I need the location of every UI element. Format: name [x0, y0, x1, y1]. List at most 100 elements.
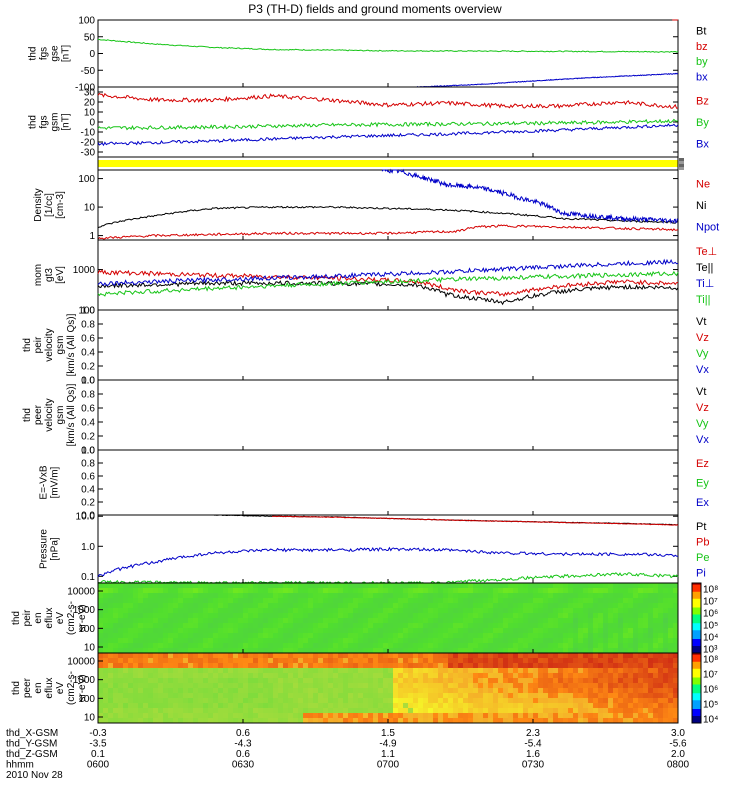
spectrogram-cell — [383, 718, 389, 724]
spectrogram-cell — [228, 673, 234, 679]
spectrogram-cell — [223, 698, 229, 704]
spectrogram-cell — [103, 688, 109, 694]
spectrogram-cell — [603, 683, 609, 689]
spectrogram-cell — [123, 698, 129, 704]
spectrogram-cell — [198, 703, 204, 709]
spectrogram-cell — [358, 688, 364, 694]
spectrogram-cell — [238, 713, 244, 719]
spectrogram-cell — [638, 653, 644, 659]
spectrogram-cell — [518, 648, 524, 654]
spectrogram-cell — [508, 693, 514, 699]
legend-entry: Vt — [696, 316, 706, 328]
spectrogram-cell — [278, 673, 284, 679]
spectrogram-cell — [443, 673, 449, 679]
colorbar-step — [692, 588, 701, 591]
spectrogram-cell — [398, 713, 404, 719]
spectrogram-cell — [473, 718, 479, 724]
spectrogram-cell — [378, 698, 384, 704]
spectrogram-cell — [408, 673, 414, 679]
spectrogram-cell — [558, 673, 564, 679]
spectrogram-cell — [498, 678, 504, 684]
spectrogram-cell — [413, 668, 419, 674]
spectrogram-cell — [313, 588, 319, 594]
y-axis-label: thd — [11, 611, 22, 625]
spectrogram-cell — [203, 583, 209, 589]
spectrogram-cell — [523, 598, 529, 604]
spectrogram-cell — [538, 663, 544, 669]
spectrogram-cell — [198, 623, 204, 629]
spectrogram-cell — [623, 673, 629, 679]
spectrogram-cell — [388, 588, 394, 594]
spectrogram-cell — [388, 633, 394, 639]
spectrogram-cell — [468, 698, 474, 704]
spectrogram-cell — [423, 698, 429, 704]
spectrogram-cell — [333, 633, 339, 639]
spectrogram-cell — [553, 678, 559, 684]
spectrogram-cell — [168, 638, 174, 644]
spectrogram-cell — [278, 708, 284, 714]
spectrogram-cell — [183, 643, 189, 649]
spectrogram-cell — [318, 633, 324, 639]
spectrogram-cell — [128, 593, 134, 599]
spectrogram-cell — [623, 653, 629, 659]
spectrogram-cell — [158, 623, 164, 629]
spectrogram-cell — [613, 683, 619, 689]
spectrogram-cell — [213, 653, 219, 659]
spectrogram-cell — [593, 613, 599, 619]
spectrogram-cell — [568, 693, 574, 699]
spectrogram-cell — [418, 643, 424, 649]
spectrogram-cell — [123, 658, 129, 664]
spectrogram-cell — [428, 613, 434, 619]
spectrogram-cell — [183, 673, 189, 679]
spectrogram-cell — [243, 718, 249, 724]
spectrogram-cell — [593, 638, 599, 644]
ephemeris-value: 0.6 — [236, 749, 250, 760]
spectrogram-cell — [633, 608, 639, 614]
spectrogram-cell — [483, 718, 489, 724]
spectrogram-cell — [488, 663, 494, 669]
spectrogram-cell — [558, 628, 564, 634]
spectrogram-cell — [548, 668, 554, 674]
spectrogram-cell — [403, 708, 409, 714]
spectrogram-cell — [358, 628, 364, 634]
spectrogram-cell — [673, 643, 679, 649]
spectrogram-cell — [483, 638, 489, 644]
spectrogram-cell — [333, 663, 339, 669]
spectrogram-cell — [158, 653, 164, 659]
spectrogram-cell — [148, 693, 154, 699]
spectrogram-cell — [628, 653, 634, 659]
spectrogram-cell — [228, 598, 234, 604]
spectrogram-cell — [623, 633, 629, 639]
y-tick-label: 0.1 — [81, 572, 95, 583]
spectrogram-cell — [243, 663, 249, 669]
spectrogram-cell — [103, 623, 109, 629]
spectrogram-cell — [423, 673, 429, 679]
spectrogram-cell — [123, 703, 129, 709]
spectrogram-cell — [208, 673, 214, 679]
spectrogram-cell — [403, 648, 409, 654]
spectrogram-cell — [283, 648, 289, 654]
spectrogram-cell — [103, 643, 109, 649]
spectrogram-cell — [433, 678, 439, 684]
spectrogram-cell — [343, 693, 349, 699]
colorbar-step — [692, 647, 701, 650]
colorbar-step — [692, 621, 701, 624]
spectrogram-cell — [528, 698, 534, 704]
spectrogram-cell — [103, 668, 109, 674]
spectrogram-cell — [623, 613, 629, 619]
spectrogram-cell — [643, 648, 649, 654]
ephemeris-value: 0800 — [667, 760, 690, 771]
ephemeris-value: -5.6 — [669, 739, 687, 750]
spectrogram-cell — [673, 648, 679, 654]
spectrogram-cell — [293, 613, 299, 619]
series-line-Npot — [381, 168, 679, 225]
spectrogram-cell — [348, 613, 354, 619]
legend-entry: Vz — [696, 332, 709, 344]
spectrogram-cell — [153, 648, 159, 654]
spectrogram-cell — [368, 663, 374, 669]
spectrogram-cell — [468, 608, 474, 614]
spectrogram-cell — [228, 713, 234, 719]
spectrogram-cell — [473, 663, 479, 669]
spectrogram-cell — [273, 688, 279, 694]
